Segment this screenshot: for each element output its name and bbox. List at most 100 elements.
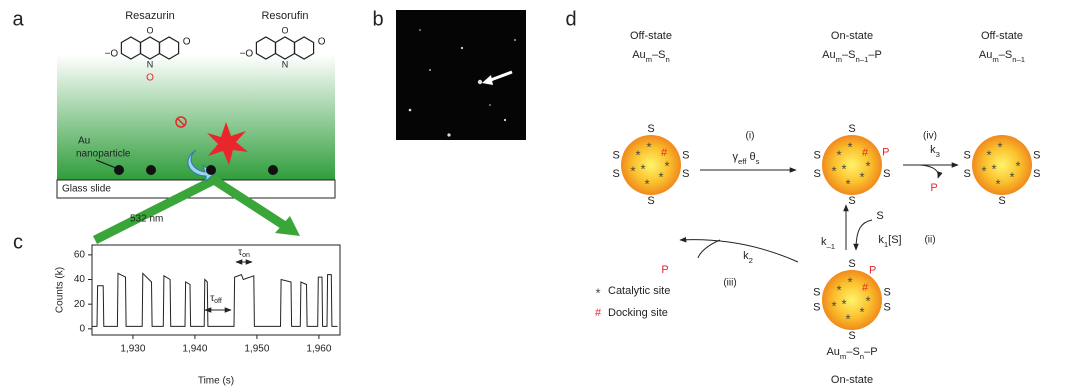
catalytic-site: *: [847, 139, 852, 154]
text-part: n: [666, 55, 670, 64]
legend-symbol: *: [595, 285, 600, 300]
annotation: τoff: [210, 293, 222, 306]
catalytic-site: *: [995, 176, 1000, 191]
site-label: S: [964, 168, 971, 180]
site-label: S: [1033, 168, 1040, 180]
catalytic-site: *: [1009, 169, 1014, 184]
release-arrow: [698, 240, 720, 258]
rate-constant: k2: [743, 250, 753, 265]
catalytic-site: *: [836, 147, 841, 162]
site-label: S: [814, 150, 821, 162]
catalytic-site: *: [664, 158, 669, 173]
catalytic-site: *: [836, 282, 841, 297]
y-tick-label: 20: [74, 299, 86, 310]
docking-site: #: [661, 147, 668, 159]
release-arrow: [920, 165, 938, 178]
text-part: Au: [979, 49, 992, 61]
catalytic-site: *: [847, 274, 852, 289]
site-label: S: [647, 123, 654, 135]
text-part: Au: [826, 346, 839, 358]
atom: O: [318, 37, 326, 48]
reaction-arrow: [680, 240, 798, 262]
docking-site: #: [862, 282, 869, 294]
text-part: on: [242, 252, 250, 259]
catalytic-site: *: [831, 163, 836, 178]
site-label: S: [848, 330, 855, 342]
site-label: S: [813, 286, 820, 298]
molecule-name: Resazurin: [125, 10, 175, 22]
atom: −O: [105, 49, 119, 60]
atom: O: [146, 25, 153, 35]
nanoparticle: [114, 165, 124, 175]
catalytic-site: *: [991, 161, 996, 176]
site-label: S: [1033, 150, 1040, 162]
atom: N: [282, 59, 289, 69]
atom: O: [183, 37, 191, 48]
rate-constant: k–1: [821, 236, 835, 251]
catalytic-site: *: [658, 169, 663, 184]
catalytic-site: *: [859, 304, 864, 319]
state-formula: Aum–Sn–1: [979, 49, 1025, 64]
site-label: S: [613, 150, 620, 162]
catalytic-site: *: [630, 163, 635, 178]
text-part: –1: [826, 242, 835, 251]
text-part: –S: [842, 49, 855, 61]
site-label: P: [882, 147, 889, 159]
catalytic-site: *: [865, 158, 870, 173]
state-formula: Aum–Sn–1–P: [822, 49, 882, 64]
state-title: On-state: [831, 374, 873, 386]
catalytic-site: *: [644, 176, 649, 191]
y-axis-label: Counts (k): [55, 267, 66, 313]
label: Au: [78, 136, 90, 147]
text-part: [S]: [888, 234, 901, 246]
site-label: S: [613, 168, 620, 180]
x-tick-label: 1,940: [182, 344, 207, 355]
catalytic-site: *: [986, 147, 991, 162]
panel-letter: b: [372, 8, 383, 30]
catalytic-site: *: [831, 298, 836, 313]
site-label: P: [869, 264, 876, 276]
catalytic-site: *: [841, 296, 846, 311]
catalytic-site: *: [997, 139, 1002, 154]
state-title: On-state: [831, 30, 873, 42]
catalytic-site: *: [845, 311, 850, 326]
product: P: [661, 264, 668, 276]
catalytic-site: *: [635, 147, 640, 162]
site-label: S: [647, 195, 654, 207]
figure: abcdResazurin−OOONOResorufin−OOONAunanop…: [0, 0, 1078, 392]
nanoparticle: [268, 165, 278, 175]
y-tick-label: 0: [79, 323, 85, 334]
catalytic-site: *: [845, 176, 850, 191]
step-label: (i): [746, 131, 755, 142]
catalytic-site: *: [640, 161, 645, 176]
label: Glass slide: [62, 184, 111, 195]
label: 532 nm: [130, 214, 163, 225]
text-part: 2: [749, 256, 753, 265]
nanoparticle: [206, 165, 216, 175]
legend-text: Docking site: [608, 307, 668, 319]
site-label: S: [848, 123, 855, 135]
legend-symbol: #: [595, 307, 602, 319]
site-label: S: [964, 150, 971, 162]
site-label: S: [682, 168, 689, 180]
text-part: –S: [846, 346, 859, 358]
step-label: (iii): [723, 278, 736, 289]
molecule-name: Resorufin: [261, 10, 308, 22]
panel-letter: a: [12, 8, 24, 30]
plot-frame: [92, 245, 340, 335]
text-part: n–1: [1012, 55, 1025, 64]
catalytic-site: *: [646, 139, 651, 154]
step-label: (ii): [924, 235, 935, 246]
panel-letter: c: [13, 231, 23, 253]
legend-text: Catalytic site: [608, 285, 670, 297]
text-part: θ: [746, 151, 755, 163]
state-title: Off-state: [630, 30, 672, 42]
reactant: S: [876, 210, 883, 222]
state-formula: Aum–Sn: [632, 49, 670, 64]
rate-constant: k3: [930, 144, 940, 159]
site-label: S: [848, 258, 855, 270]
docking-site: #: [862, 147, 869, 159]
rate-constant: k1[S]: [878, 234, 901, 249]
reaction-arrow: [856, 220, 872, 250]
product: P: [930, 182, 937, 194]
